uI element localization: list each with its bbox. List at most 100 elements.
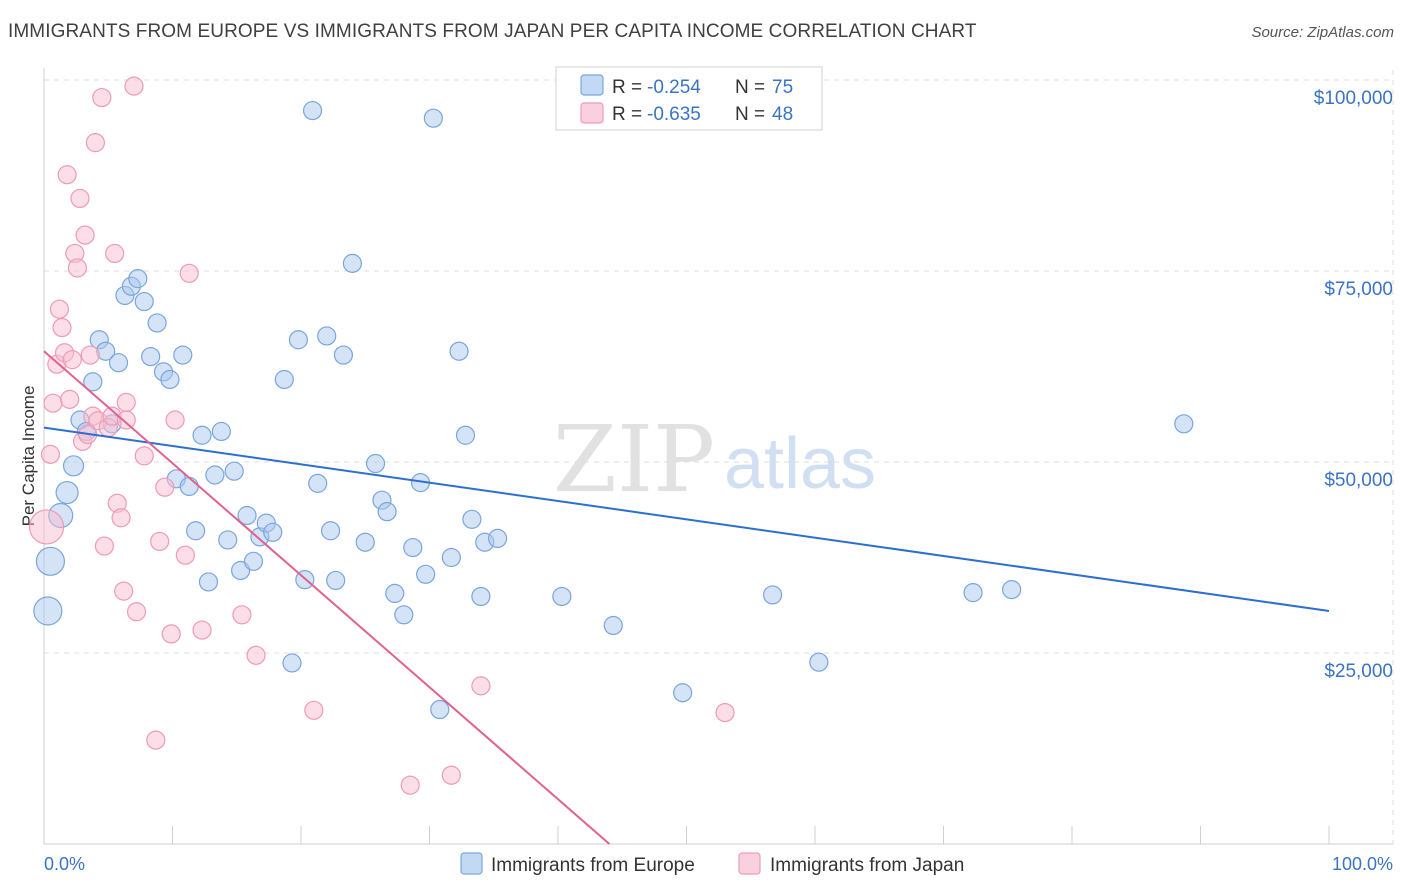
legend-europe-r-label: R = [612, 77, 642, 98]
y-axis-label: Per Capita Income [19, 386, 38, 527]
japan-point-26 [111, 508, 131, 528]
europe-point-11 [108, 353, 129, 373]
japan-point-14 [75, 225, 95, 245]
y-tick-label-0: $25,000 [1324, 661, 1393, 682]
europe-point-26 [205, 465, 225, 485]
japan-point-37 [165, 410, 185, 430]
europe-point-27 [211, 421, 231, 442]
japan-point-41 [232, 605, 252, 625]
y-tick-label-2: $75,000 [1324, 279, 1393, 300]
y-tick-label-3: $100,000 [1314, 88, 1393, 109]
x-tick-label-min: 0.0% [44, 854, 85, 874]
watermark-zip: ZIP [553, 406, 715, 513]
europe-point-57 [430, 699, 450, 720]
japan-point-4 [49, 299, 70, 319]
japan-point-34 [150, 531, 170, 552]
europe-point-14 [128, 269, 148, 289]
legend-europe-n-label: N = [735, 77, 765, 98]
bottom-legend: Immigrants from Europe Immigrants from J… [460, 852, 964, 876]
trend-lines [43, 350, 1330, 845]
europe-point-45 [333, 345, 354, 365]
europe-point-4 [62, 455, 85, 477]
watermark-atlas: atlas [724, 424, 876, 504]
europe-point-28 [218, 530, 238, 550]
europe-point-44 [326, 570, 346, 591]
japan-point-11 [67, 258, 88, 278]
japan-point-42 [246, 645, 266, 665]
japan-point-40 [192, 620, 212, 640]
europe-point-51 [385, 583, 405, 604]
legend-japan-r-label: R = [612, 104, 642, 125]
europe-point-48 [365, 453, 386, 474]
europe-point-70 [963, 583, 983, 603]
legend-europe-n-value: 75 [772, 77, 793, 98]
japan-point-28 [116, 410, 136, 430]
japan-point-35 [155, 477, 175, 497]
europe-point-24 [192, 425, 212, 445]
europe-point-42 [317, 326, 337, 346]
japan-point-2 [43, 393, 63, 413]
europe-point-46 [342, 253, 362, 273]
japan-point-33 [146, 730, 166, 750]
japan-trend-line [43, 350, 611, 845]
europe-point-52 [394, 605, 414, 625]
japan-point-24 [105, 243, 125, 264]
europe-trend-line [43, 426, 1330, 612]
europe-point-50 [377, 502, 397, 522]
europe-point-64 [488, 528, 508, 549]
europe-point-56 [423, 108, 443, 128]
series-japan-points [28, 76, 735, 795]
japan-point-16 [80, 345, 100, 365]
europe-point-15 [134, 291, 154, 312]
japan-point-7 [57, 165, 77, 185]
europe-point-1 [35, 546, 66, 576]
europe-point-69 [809, 652, 829, 672]
europe-point-62 [471, 586, 491, 607]
japan-point-31 [126, 602, 147, 622]
japan-point-8 [60, 389, 80, 409]
source-label: Source: ZipAtlas.com [1251, 24, 1394, 41]
europe-point-32 [243, 551, 264, 571]
japan-point-32 [134, 446, 154, 466]
japan-point-5 [52, 317, 72, 338]
y-tick-labels: $25,000 $50,000 $75,000 $100,000 [1314, 88, 1393, 682]
europe-point-19 [160, 369, 180, 390]
japan-point-43 [304, 700, 324, 720]
japan-point-27 [114, 581, 134, 601]
europe-point-41 [308, 473, 328, 493]
europe-point-0 [33, 596, 63, 626]
japan-point-39 [179, 263, 199, 283]
europe-point-65 [552, 586, 572, 607]
y-tick-label-1: $50,000 [1324, 470, 1393, 491]
legend-europe-r-value: -0.254 [647, 77, 701, 98]
europe-point-67 [673, 683, 693, 703]
europe-point-66 [603, 615, 623, 636]
europe-point-22 [179, 476, 199, 497]
europe-point-43 [320, 521, 341, 541]
europe-point-25 [198, 572, 219, 592]
bottom-legend-europe-swatch [460, 852, 483, 875]
japan-point-47 [715, 702, 735, 723]
europe-point-59 [449, 341, 469, 361]
europe-point-17 [147, 313, 167, 333]
japan-point-18 [85, 133, 106, 153]
bottom-legend-europe-label: Immigrants from Europe [491, 855, 695, 876]
europe-point-38 [288, 330, 309, 350]
japan-point-0 [28, 509, 65, 545]
europe-point-3 [55, 480, 79, 505]
europe-point-58 [441, 547, 461, 568]
legend-japan-swatch [580, 102, 604, 124]
europe-point-29 [224, 461, 244, 481]
europe-point-37 [282, 653, 302, 673]
europe-point-31 [237, 505, 257, 526]
japan-point-46 [471, 676, 491, 696]
europe-point-60 [455, 425, 476, 445]
bottom-legend-japan-label: Immigrants from Japan [770, 855, 964, 876]
x-tick-label-max: 100.0% [1332, 854, 1393, 874]
japan-point-38 [175, 545, 195, 565]
europe-point-68 [762, 585, 783, 605]
europe-point-55 [416, 564, 436, 584]
chart-title: IMMIGRANTS FROM EUROPE VS IMMIGRANTS FRO… [8, 21, 977, 42]
japan-point-36 [161, 624, 181, 644]
